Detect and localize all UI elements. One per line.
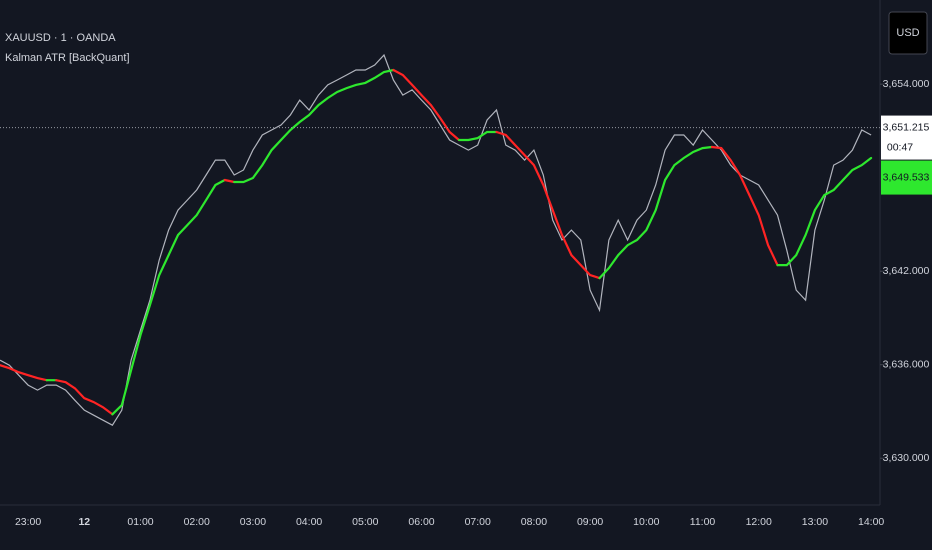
last-price-label: 3,651.215 xyxy=(883,121,930,133)
x-tick-label: 05:00 xyxy=(352,516,378,528)
x-tick-label: 09:00 xyxy=(577,516,603,528)
x-tick-label: 02:00 xyxy=(184,516,210,528)
indicator-line xyxy=(392,68,461,142)
x-tick-label: 07:00 xyxy=(465,516,491,528)
x-tick-label: 14:00 xyxy=(858,516,884,528)
y-tick-label: 3,642.000 xyxy=(883,265,930,277)
indicator-last-box xyxy=(881,160,932,195)
y-tick-label: 3,636.000 xyxy=(883,359,930,371)
x-tick-label: 11:00 xyxy=(690,516,716,528)
price-line xyxy=(0,53,872,426)
y-tick-label: 3,630.000 xyxy=(883,452,930,464)
indicator-last-label: 3,649.533 xyxy=(883,171,930,183)
x-tick-label: 23:00 xyxy=(15,516,41,528)
x-tick-label: 01:00 xyxy=(127,516,153,528)
indicator-line xyxy=(776,156,873,267)
chart-title: XAUUSD · 1 · OANDA xyxy=(5,32,116,44)
y-tick-label: 3,654.000 xyxy=(883,78,930,90)
indicator-line xyxy=(598,145,713,280)
x-tick-label: 12:00 xyxy=(746,516,772,528)
indicator-name: Kalman ATR [BackQuant] xyxy=(5,52,130,64)
indicator-line xyxy=(495,130,601,280)
indicator-line xyxy=(55,379,114,416)
indicator-line xyxy=(233,68,395,184)
x-tick-label: 08:00 xyxy=(521,516,547,528)
x-tick-label: 06:00 xyxy=(408,516,434,528)
indicator-line xyxy=(111,178,226,416)
indicator-line xyxy=(710,145,779,267)
last-price-box xyxy=(881,115,932,160)
x-tick-label: 10:00 xyxy=(633,516,659,528)
currency-button[interactable] xyxy=(888,11,928,55)
countdown-label: 00:47 xyxy=(887,141,913,153)
indicator-line xyxy=(457,130,498,142)
x-tick-label: 12 xyxy=(78,516,90,528)
indicator-line xyxy=(0,364,48,382)
x-tick-label: 03:00 xyxy=(240,516,266,528)
currency-label: USD xyxy=(896,27,919,39)
x-tick-label: 04:00 xyxy=(296,516,322,528)
indicator-line xyxy=(223,178,236,184)
x-tick-label: 13:00 xyxy=(802,516,828,528)
